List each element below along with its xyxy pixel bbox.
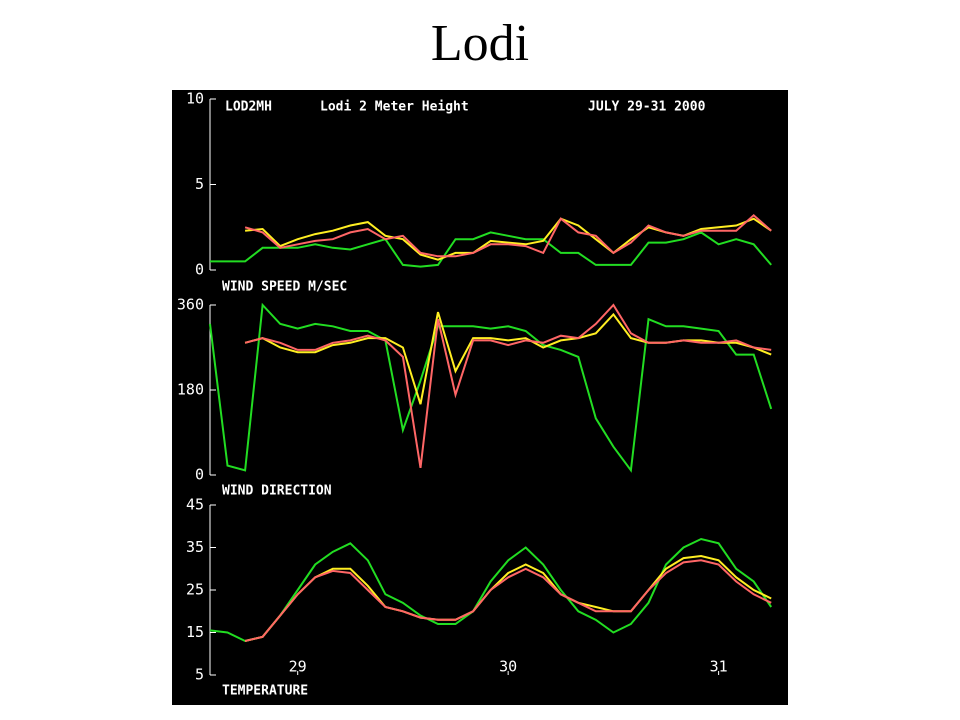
chart-background (172, 90, 788, 705)
y-tick-label: 10 (186, 90, 204, 108)
y-tick-label: 5 (195, 666, 204, 684)
y-tick-label: 35 (186, 538, 204, 556)
data-line (209, 302, 773, 473)
data-line (244, 554, 772, 642)
y-tick-label: 15 (186, 623, 204, 641)
annotation: LOD2MH (225, 100, 272, 115)
panel-label: TEMPERATURE (222, 684, 308, 699)
y-tick-label: 360 (177, 296, 204, 314)
panel-label: WIND SPEED M/SEC (222, 280, 347, 295)
y-tick-label: 45 (186, 496, 204, 514)
data-line (210, 231, 772, 268)
y-tick-label: 180 (177, 381, 204, 399)
data-line (244, 559, 772, 642)
annotation: Lodi 2 Meter Height (320, 100, 469, 115)
y-tick-label: 25 (186, 581, 204, 599)
data-line (209, 537, 773, 643)
x-tick-label: 29 (289, 658, 307, 676)
panel-label: WIND DIRECTION (222, 484, 332, 499)
x-tick-label: 31 (710, 658, 728, 676)
x-tick-label: 30 (499, 658, 517, 676)
data-line (244, 303, 772, 469)
data-line (244, 213, 772, 258)
y-tick-label: 0 (195, 261, 204, 279)
slide-title: Lodi (430, 15, 530, 72)
annotation: JULY 29-31 2000 (588, 100, 706, 115)
y-tick-label: 5 (195, 175, 204, 193)
y-tick-label: 0 (195, 466, 204, 484)
